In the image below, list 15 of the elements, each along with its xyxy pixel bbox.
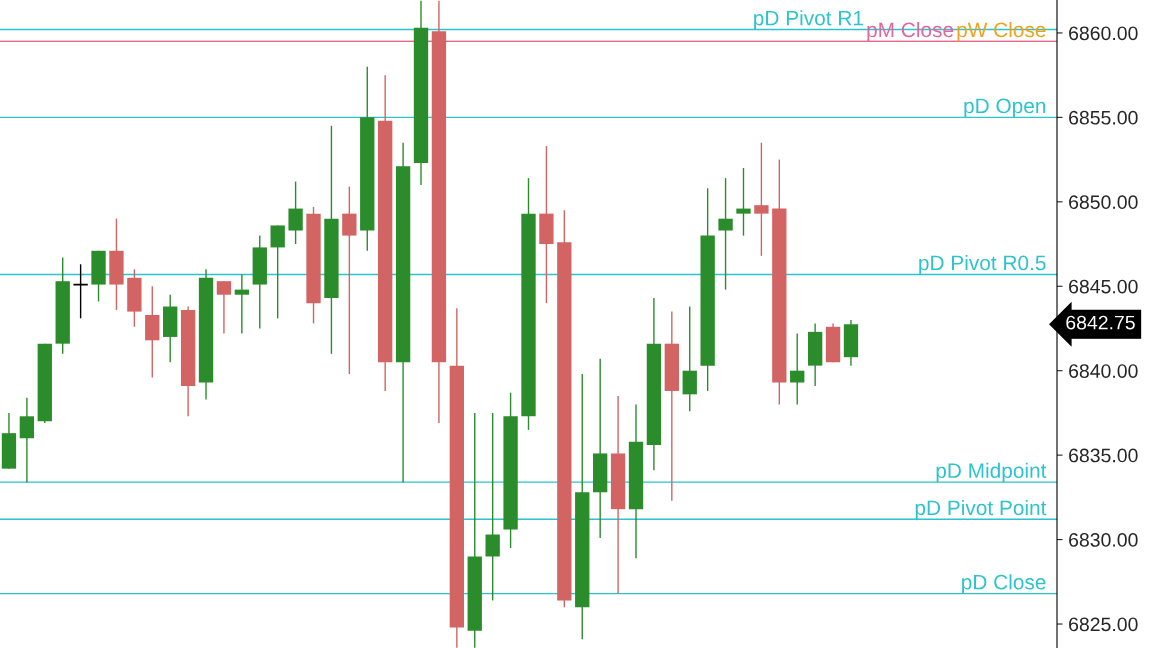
y-tick-label: 6830.00 [1069,533,1138,547]
y-tick-label: 6845.00 [1069,279,1138,294]
y-tick-label: 6835.00 [1069,448,1138,463]
y-tick-label: 6825.00 [1069,617,1138,632]
text: 6842.75 [1066,315,1135,330]
y-tick-label: 6855.00 [1069,110,1138,125]
y-tick-label: 6860.00 [1069,26,1138,41]
y-tick-label: 6850.00 [1069,195,1138,210]
y-tick-label: 6840.00 [1069,364,1138,378]
ref-line-label: pD Pivot R1 [754,10,863,30]
ref-line-label: pD Midpoint [936,462,1047,483]
ref-line-label: pD Close [962,574,1046,594]
ref-line-label: pD Pivot Point [915,499,1047,520]
ref-line-label: pD Open [964,98,1046,118]
ref-line-label: pD Pivot R0.5 [919,255,1046,275]
